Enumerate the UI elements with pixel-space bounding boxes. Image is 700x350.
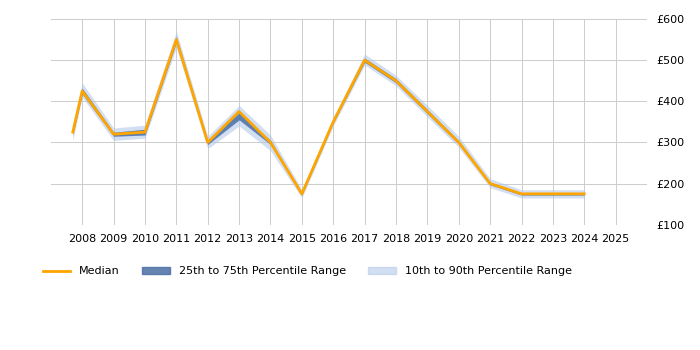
Legend: Median, 25th to 75th Percentile Range, 10th to 90th Percentile Range: Median, 25th to 75th Percentile Range, 1… [38,262,576,281]
